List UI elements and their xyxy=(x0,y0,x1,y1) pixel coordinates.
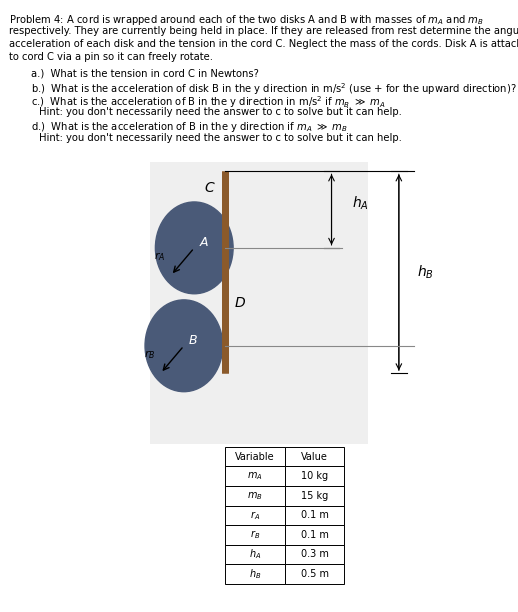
Bar xyxy=(150,162,368,444)
Text: C: C xyxy=(204,181,214,195)
Text: D: D xyxy=(235,296,246,310)
Bar xyxy=(225,506,285,525)
Text: 0.1 m: 0.1 m xyxy=(301,530,328,540)
Bar xyxy=(285,545,344,564)
Bar xyxy=(285,486,344,506)
Text: 0.3 m: 0.3 m xyxy=(301,550,328,559)
Text: $r_A$: $r_A$ xyxy=(154,251,166,263)
Bar xyxy=(225,564,285,584)
Bar xyxy=(225,545,285,564)
Text: $h_B$: $h_B$ xyxy=(249,567,261,581)
Bar xyxy=(225,486,285,506)
Text: $r_A$: $r_A$ xyxy=(250,509,260,521)
Text: to cord C via a pin so it can freely rotate.: to cord C via a pin so it can freely rot… xyxy=(9,52,213,62)
Text: Hint: you don't necessarily need the answer to c to solve but it can help.: Hint: you don't necessarily need the ans… xyxy=(39,133,402,143)
Text: Hint: you don't necessarily need the answer to c to solve but it can help.: Hint: you don't necessarily need the ans… xyxy=(39,107,402,118)
Bar xyxy=(225,525,285,545)
Text: c.)  What is the acceleration of B in the y direction in m/s$^2$ if $m_B$ $\gg$ : c.) What is the acceleration of B in the… xyxy=(31,94,386,110)
Text: Variable: Variable xyxy=(235,452,275,461)
Bar xyxy=(285,447,344,466)
Text: d.)  What is the acceleration of B in the y direction if $m_A$ $\gg$ $m_B$: d.) What is the acceleration of B in the… xyxy=(31,120,348,134)
Text: B: B xyxy=(189,334,197,348)
Text: $h_A$: $h_A$ xyxy=(352,195,369,212)
Text: $m_A$: $m_A$ xyxy=(247,470,263,482)
Text: a.)  What is the tension in cord C in Newtons?: a.) What is the tension in cord C in New… xyxy=(31,69,259,79)
Text: $h_B$: $h_B$ xyxy=(417,264,434,281)
Text: 0.5 m: 0.5 m xyxy=(300,569,329,579)
Text: $r_B$: $r_B$ xyxy=(250,529,260,541)
Bar xyxy=(285,525,344,545)
Text: respectively. They are currently being held in place. If they are released from : respectively. They are currently being h… xyxy=(9,26,518,36)
Bar xyxy=(285,564,344,584)
Text: 0.1 m: 0.1 m xyxy=(301,510,328,520)
Text: b.)  What is the acceleration of disk B in the y direction in m/s$^2$ (use + for: b.) What is the acceleration of disk B i… xyxy=(31,81,517,97)
Text: $h_A$: $h_A$ xyxy=(249,548,261,561)
Bar xyxy=(225,447,285,466)
Text: acceleration of each disk and the tension in the cord C. Neglect the mass of the: acceleration of each disk and the tensio… xyxy=(9,39,518,49)
Text: 15 kg: 15 kg xyxy=(301,491,328,501)
Circle shape xyxy=(145,300,223,392)
Circle shape xyxy=(155,202,233,294)
Text: Value: Value xyxy=(301,452,328,461)
Bar xyxy=(285,466,344,486)
Text: $r_B$: $r_B$ xyxy=(144,349,155,361)
Bar xyxy=(285,506,344,525)
Bar xyxy=(225,466,285,486)
Text: Problem 4: A cord is wrapped around each of the two disks A and B with masses of: Problem 4: A cord is wrapped around each… xyxy=(9,13,484,28)
Text: $m_B$: $m_B$ xyxy=(247,490,263,502)
Text: 10 kg: 10 kg xyxy=(301,471,328,481)
Text: A: A xyxy=(199,236,208,250)
